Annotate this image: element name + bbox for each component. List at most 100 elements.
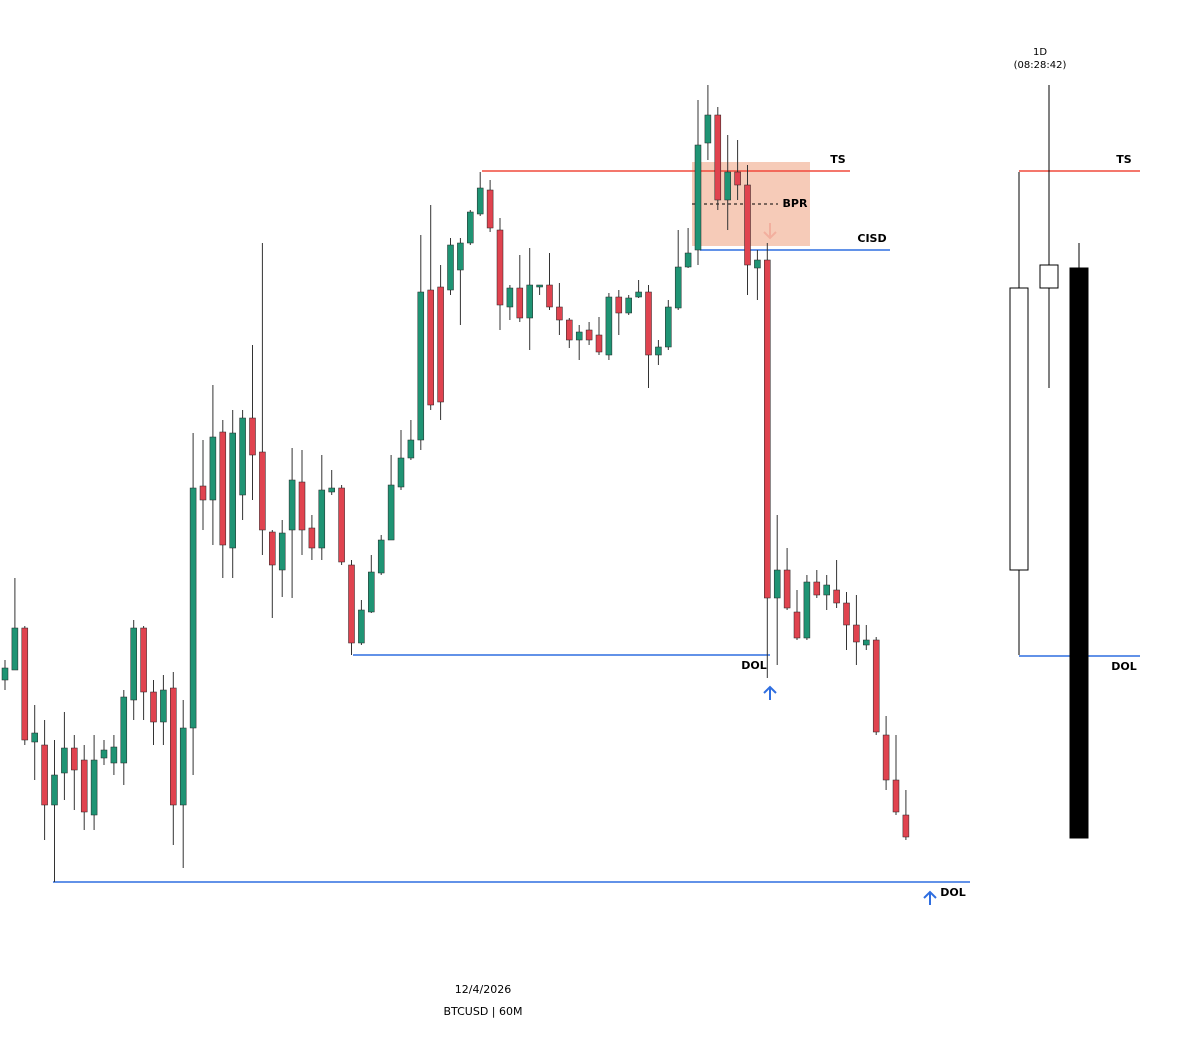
candle-body: [843, 602, 850, 626]
level-label: TS: [1116, 153, 1132, 166]
candle-body: [764, 259, 771, 599]
up-arrow: [763, 685, 777, 700]
candle-body: [150, 691, 157, 723]
candle-body: [298, 481, 306, 531]
level-label: DOL: [1111, 660, 1137, 673]
candle-body: [813, 581, 821, 596]
candle-body: [546, 284, 553, 308]
candle-body: [417, 291, 425, 441]
candle-body: [1, 667, 9, 681]
candle-body: [160, 689, 167, 723]
candle-body: [71, 747, 78, 771]
candle-body: [259, 451, 266, 531]
candle-body: [249, 417, 256, 456]
candle-body: [397, 457, 405, 488]
candle-body: [476, 187, 484, 215]
candle-body: [595, 334, 603, 353]
candle-body: [189, 487, 197, 729]
candle-body: [11, 627, 19, 671]
candle-body: [219, 431, 227, 546]
candle-body: [635, 291, 642, 298]
candle-body: [130, 627, 137, 701]
candle-body: [783, 569, 791, 609]
level-label: DOL: [741, 659, 767, 672]
candle-body: [387, 484, 395, 541]
candle-body: [100, 749, 108, 759]
candle-body: [467, 211, 474, 244]
candle-body: [516, 287, 524, 319]
candle-body: [536, 284, 543, 288]
candle-body: [348, 564, 355, 644]
symbol: BTCUSD | 60M: [444, 1005, 523, 1018]
candle-body: [269, 531, 276, 566]
candle-body: [754, 259, 761, 269]
candle-body: [605, 296, 613, 356]
candle-body: [110, 746, 118, 764]
candle-body: [793, 611, 801, 639]
up-arrow: [923, 890, 937, 905]
level-label: DOL: [940, 886, 966, 899]
candle-body: [585, 329, 593, 341]
candle-body: [199, 485, 207, 501]
candle-body: [170, 687, 177, 806]
level-label: TS: [830, 153, 846, 166]
candle-body: [853, 624, 860, 643]
candle-body: [437, 286, 444, 403]
candle-body: [278, 532, 286, 571]
candle-body: [882, 734, 890, 781]
candle-body: [229, 432, 236, 549]
candle-body: [704, 114, 712, 144]
candle-body: [447, 244, 454, 291]
candle-body: [833, 589, 840, 604]
level-label: BPR: [783, 197, 808, 210]
candle-body: [51, 774, 58, 806]
candle-body: [377, 539, 385, 574]
candle-body: [714, 114, 722, 201]
candle-body: [239, 417, 246, 496]
candle-body: [892, 779, 900, 813]
candle-body: [645, 291, 652, 356]
candle-body: [457, 242, 464, 271]
candle-body: [31, 732, 38, 743]
date: 12/4/2026: [455, 983, 511, 996]
candle-body: [724, 171, 731, 201]
candle-body: [615, 296, 623, 314]
candle-body: [328, 487, 335, 493]
candle-body: [744, 184, 751, 266]
candle-body: [773, 569, 781, 599]
candle-body: [556, 306, 563, 321]
candle-body: [21, 627, 29, 741]
candle-body: [120, 696, 128, 764]
candle-body: [209, 436, 217, 501]
candle-body: [863, 639, 870, 646]
candle-body: [694, 144, 702, 251]
candle-body: [427, 289, 434, 406]
daily-candle: [1039, 264, 1059, 289]
candle-body: [566, 319, 573, 341]
candle-body: [684, 252, 692, 268]
candle-body: [674, 266, 682, 309]
candle-body: [140, 627, 147, 693]
candle-body: [41, 744, 48, 806]
candle-body: [823, 584, 830, 596]
candle-body: [318, 489, 326, 549]
candle-body: [358, 609, 365, 644]
candle-body: [496, 229, 504, 306]
candle-body: [803, 581, 811, 639]
candle-body: [526, 284, 533, 319]
candle-body: [80, 759, 88, 813]
countdown: (08:28:42): [1014, 60, 1067, 71]
candle-body: [338, 487, 345, 563]
candle-body: [179, 727, 187, 806]
candle-body: [90, 759, 98, 816]
candle-body: [368, 571, 375, 613]
daily-candle: [1009, 287, 1029, 571]
candle-body: [61, 747, 68, 774]
candle-body: [288, 479, 296, 531]
candle-body: [902, 814, 910, 838]
daily-candle: [1069, 267, 1089, 839]
candle-body: [665, 306, 672, 348]
candle-body: [734, 171, 741, 186]
candle-body: [872, 639, 880, 733]
